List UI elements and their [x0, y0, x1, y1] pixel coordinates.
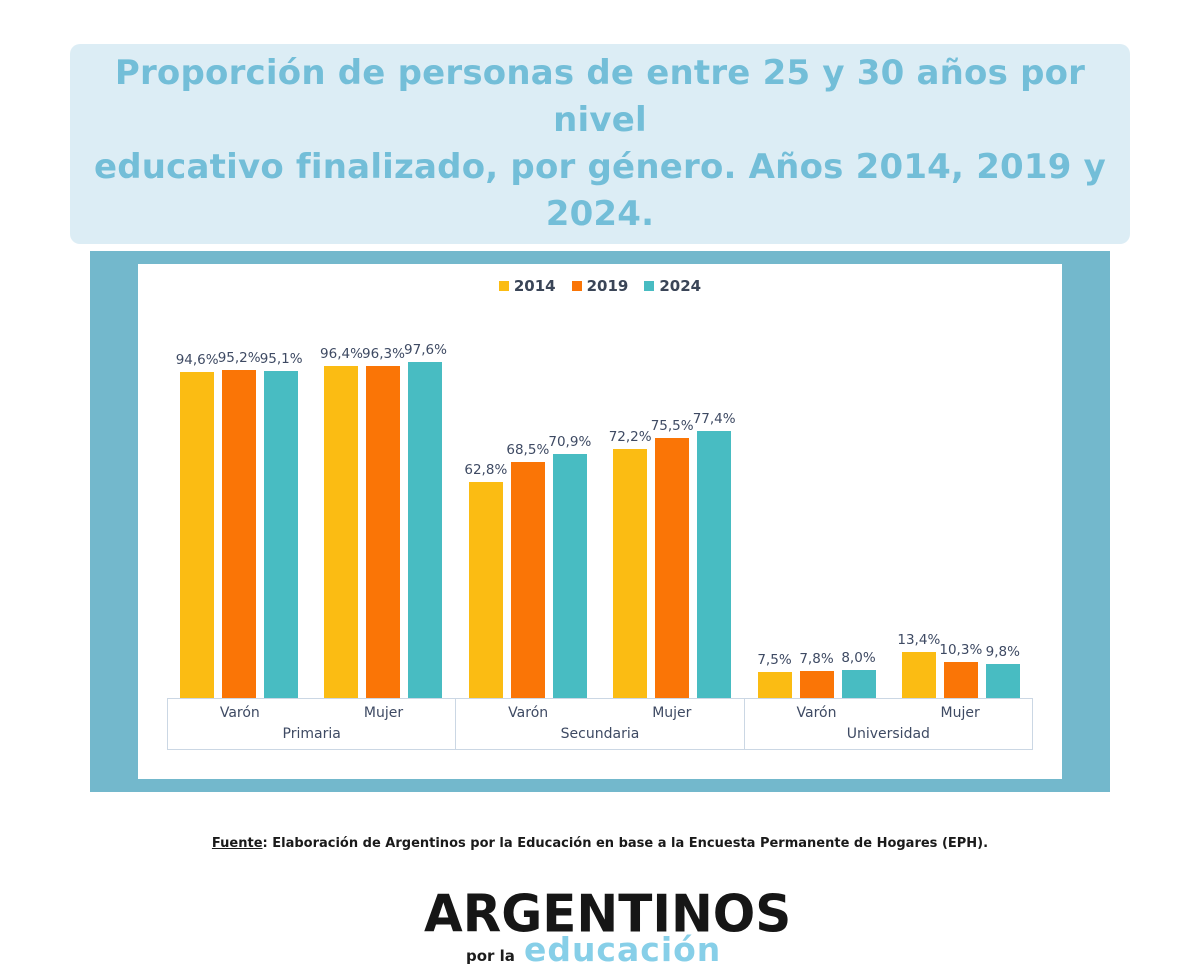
bar-value-label: 75,5%	[650, 417, 694, 434]
source-label: Fuente	[211, 835, 263, 851]
bar-2024: 77,4%	[693, 411, 736, 698]
bar-value-label: 68,5%	[506, 442, 550, 459]
bar-value-label: 95,2%	[217, 350, 261, 367]
source-text: : Elaboración de Argentinos por la Educa…	[262, 835, 989, 851]
bar-value-label: 7,5%	[757, 651, 792, 668]
x-axis-label: Varón	[508, 704, 549, 721]
logo-por-la-text: por la	[466, 946, 515, 965]
legend-swatch-2014	[498, 280, 509, 291]
x-axis-label: Varón	[796, 704, 837, 721]
bar-2014: 7,5%	[757, 652, 792, 698]
infographic: Proporción de personas de entre 25 y 30 …	[0, 44, 1200, 969]
bar-2024: 95,1%	[260, 351, 303, 698]
chart-title: Proporción de personas de entre 25 y 30 …	[70, 44, 1130, 244]
x-axis-label: Mujer	[363, 704, 404, 721]
bar-2024: 9,8%	[986, 644, 1020, 698]
x-axis-label: Mujer	[652, 704, 692, 721]
bar-cluster: 96,4% 96,3% 97,6%	[320, 342, 447, 698]
source-note: Fuente: Elaboración de Argentinos por la…	[0, 836, 1200, 851]
bar-value-label: 8,0%	[841, 650, 876, 667]
x-axis-gender-row: Varón Mujer	[168, 699, 455, 721]
x-axis: Varón Mujer Primaria Varón Mujer Secundaria Va…	[167, 697, 1033, 750]
x-axis-category-label: Secundaria	[560, 725, 640, 742]
bar-2014: 72,2%	[609, 429, 652, 698]
logo-argentinos-text: ARGENTINOS	[424, 883, 792, 944]
legend-item: 2024	[644, 277, 701, 295]
bar-2024: 97,6%	[404, 342, 447, 698]
bar-value-label: 97,6%	[404, 341, 447, 358]
bar-2014: 62,8%	[464, 462, 507, 698]
bar-2019: 7,8%	[799, 651, 834, 698]
chart-title-line-1: Proporción de personas de entre 25 y 30 …	[114, 53, 1086, 140]
bar-value-label: 7,8%	[799, 650, 834, 667]
x-axis-gender-row: Varón Mujer	[456, 699, 743, 721]
legend-label: 2019	[586, 276, 629, 295]
bar-2019: 95,2%	[218, 350, 261, 698]
x-axis-group-universidad: Varón Mujer Universidad	[743, 698, 1032, 749]
bar-value-label: 70,9%	[548, 433, 592, 450]
bar-value-label: 9,8%	[985, 643, 1020, 660]
bar-cluster: 72,2% 75,5% 77,4%	[609, 411, 736, 698]
legend-swatch-2019	[571, 280, 582, 291]
bar-cluster: 62,8% 68,5% 70,9%	[464, 434, 591, 698]
bar-value-label: 72,2%	[608, 429, 652, 446]
legend-label: 2024	[659, 276, 702, 295]
x-axis-group-secundaria: Varón Mujer Secundaria	[455, 698, 743, 749]
x-axis-category-label: Universidad	[846, 725, 930, 742]
x-axis-gender-row: Varón Mujer	[745, 699, 1032, 721]
plot-area: 94,6% 95,2% 95,1% 96,4% 96,3% 97,6% 62,8% 68,5%…	[167, 342, 1033, 698]
legend-swatch-2024	[644, 280, 655, 291]
x-axis-category-label: Primaria	[282, 725, 341, 742]
bar-group-primaria: 94,6% 95,2% 95,1% 96,4% 96,3% 97,6%	[167, 342, 456, 698]
bar-value-label: 13,4%	[897, 631, 941, 648]
bar-2014: 94,6%	[176, 352, 219, 698]
bar-2014: 13,4%	[897, 632, 940, 698]
bar-value-label: 96,4%	[320, 346, 363, 363]
chart-frame: 2014 2019 2024 94,6% 95,2% 95,1% 96,4% 96,3% 97…	[90, 250, 1110, 792]
bar-cluster: 94,6% 95,2% 95,1%	[176, 350, 303, 698]
logo: ARGENTINOS por la educación	[424, 883, 792, 968]
bar-group-universidad: 7,5% 7,8% 8,0% 13,4% 10,3% 9,8%	[744, 354, 1033, 698]
bar-value-label: 77,4%	[692, 411, 736, 428]
bar-value-label: 95,1%	[259, 350, 303, 367]
bar-cluster: 13,4% 10,3% 9,8%	[897, 632, 1020, 698]
bar-value-label: 96,3%	[362, 346, 405, 363]
bar-value-label: 10,3%	[939, 642, 983, 659]
legend-label: 2014	[513, 276, 556, 295]
bar-value-label: 62,8%	[464, 461, 508, 478]
bar-2024: 8,0%	[841, 650, 876, 698]
x-axis-group-primaria: Varón Mujer Primaria	[168, 699, 455, 749]
legend-item: 2014	[498, 276, 556, 295]
bar-2019: 96,3%	[362, 346, 405, 698]
x-axis-label: Varón	[219, 704, 260, 721]
x-axis-label: Mujer	[940, 704, 980, 721]
legend-item: 2019	[571, 276, 629, 295]
bar-2019: 75,5%	[651, 418, 694, 698]
bar-2014: 96,4%	[320, 346, 363, 698]
bar-value-label: 94,6%	[175, 352, 219, 369]
bar-2019: 68,5%	[506, 442, 549, 698]
chart-canvas: 2014 2019 2024 94,6% 95,2% 95,1% 96,4% 96,3% 97…	[138, 263, 1062, 779]
bar-cluster: 7,5% 7,8% 8,0%	[757, 650, 876, 698]
bar-2019: 10,3%	[939, 642, 982, 698]
bar-group-secundaria: 62,8% 68,5% 70,9% 72,2% 75,5% 77,4%	[456, 354, 745, 698]
bar-2024: 70,9%	[548, 434, 591, 698]
chart-legend: 2014 2019 2024	[138, 264, 1062, 296]
chart-title-line-2: educativo finalizado, por género. Años 2…	[93, 146, 1107, 234]
